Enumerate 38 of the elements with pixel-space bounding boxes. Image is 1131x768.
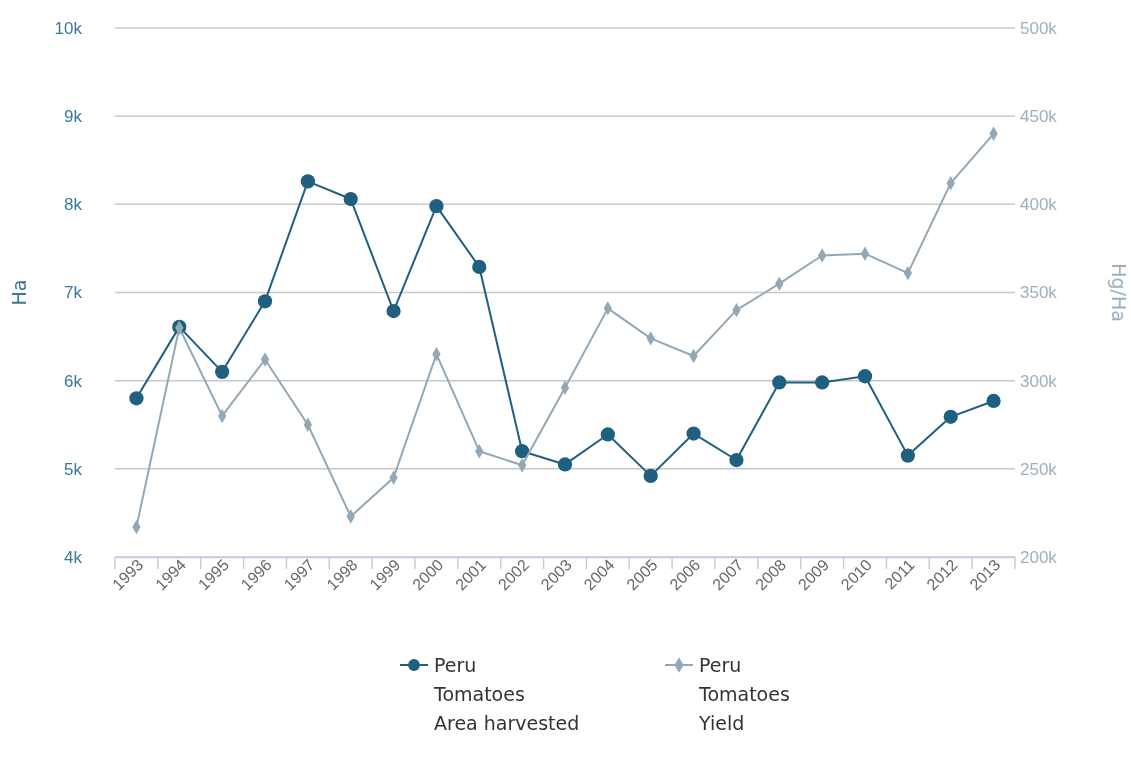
y-tick-label: 6k: [64, 371, 83, 391]
point: [643, 468, 658, 484]
y-tick-label: 10k: [54, 18, 83, 38]
y2-tick-label: 500k: [1020, 18, 1058, 38]
y2-axis-title: Hg/Ha: [1108, 263, 1130, 322]
point: [815, 375, 830, 390]
y-tick-label: 8k: [64, 195, 83, 215]
point: [857, 369, 873, 384]
y-tick-label: 4k: [64, 547, 83, 567]
point: [686, 426, 701, 441]
point: [343, 191, 358, 207]
point: [386, 303, 401, 319]
point: [515, 444, 530, 459]
y2-tick-label: 300k: [1020, 371, 1058, 391]
point: [986, 393, 1001, 409]
point: [772, 375, 787, 390]
y-tick-label: 7k: [64, 283, 83, 303]
y-tick-label: 9k: [64, 107, 83, 127]
y2-tick-label: 200k: [1020, 547, 1058, 567]
y2-tick-label: 450k: [1020, 107, 1058, 127]
point: [429, 198, 444, 214]
point: [557, 457, 573, 472]
legend-label: Peru Tomatoes Yield: [698, 654, 790, 734]
y2-tick-label: 350k: [1020, 283, 1058, 303]
legend-label: Peru Tomatoes Area harvested: [433, 654, 580, 734]
point: [600, 427, 615, 442]
point: [215, 364, 230, 379]
point: [300, 174, 315, 189]
point: [257, 294, 273, 309]
point: [129, 391, 144, 406]
y2-tick-label: 400k: [1020, 195, 1058, 215]
y2-tick-label: 250k: [1020, 459, 1058, 479]
y-tick-label: 5k: [64, 459, 83, 479]
point: [472, 259, 487, 275]
y-axis-title: Ha: [8, 279, 30, 306]
point: [943, 409, 958, 424]
point: [900, 448, 915, 463]
point: [729, 452, 744, 468]
